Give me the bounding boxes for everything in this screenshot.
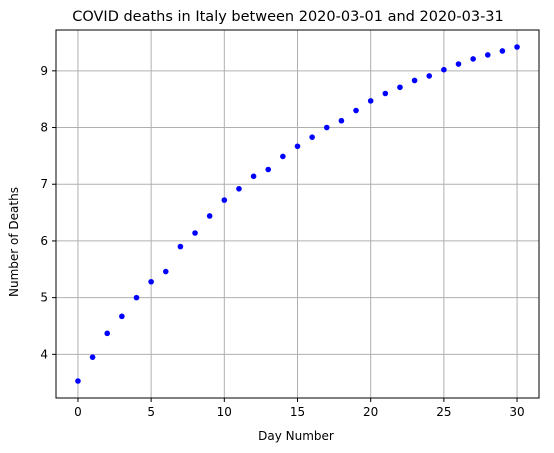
chart-title: COVID deaths in Italy between 2020-03-01… xyxy=(72,9,504,25)
data-points xyxy=(75,44,520,384)
x-tick-label: 5 xyxy=(147,405,155,419)
data-point xyxy=(221,197,228,203)
data-point xyxy=(397,84,403,91)
data-point xyxy=(353,107,359,114)
data-point xyxy=(236,185,242,192)
data-point xyxy=(499,48,506,54)
data-point xyxy=(470,56,476,62)
y-tick-label: 6 xyxy=(40,234,48,248)
data-point xyxy=(484,52,491,58)
x-tick-label: 10 xyxy=(217,405,232,419)
y-tick-label: 5 xyxy=(40,291,48,305)
x-tick-label: 30 xyxy=(509,405,524,419)
data-point xyxy=(148,278,154,285)
y-tick-label: 4 xyxy=(40,347,48,361)
x-tick-label: 0 xyxy=(74,405,82,419)
data-point xyxy=(119,313,125,320)
data-point xyxy=(250,173,257,180)
x-axis-label: Day Number xyxy=(258,429,334,443)
data-point xyxy=(177,243,184,250)
data-point xyxy=(192,230,198,236)
data-point xyxy=(133,294,140,301)
data-point xyxy=(75,378,81,384)
data-point xyxy=(426,73,433,79)
x-tick-label: 25 xyxy=(436,405,451,419)
data-point xyxy=(323,124,330,131)
data-point xyxy=(206,213,213,219)
y-axis-label: Number of Deaths xyxy=(7,187,21,297)
data-point xyxy=(411,77,418,84)
data-point xyxy=(162,268,169,275)
data-point xyxy=(265,166,272,173)
data-point xyxy=(367,98,374,104)
grid xyxy=(56,30,539,398)
data-point xyxy=(382,90,389,97)
x-tick-label: 15 xyxy=(290,405,305,419)
data-point xyxy=(104,330,111,337)
x-tick-label: 20 xyxy=(363,405,378,419)
data-point xyxy=(89,354,96,360)
data-point xyxy=(441,66,447,73)
y-tick-label: 8 xyxy=(40,121,48,135)
data-point xyxy=(294,143,301,150)
data-point xyxy=(280,153,286,160)
y-tick-label: 9 xyxy=(40,64,48,78)
y-tick-label: 7 xyxy=(40,177,48,191)
data-point xyxy=(338,117,345,124)
data-point xyxy=(514,44,520,50)
axis-ticks: 0 5 10 15 20 25 30 4 5 6 7 8 9 xyxy=(40,64,524,419)
data-point xyxy=(455,61,462,67)
data-point xyxy=(309,134,315,140)
